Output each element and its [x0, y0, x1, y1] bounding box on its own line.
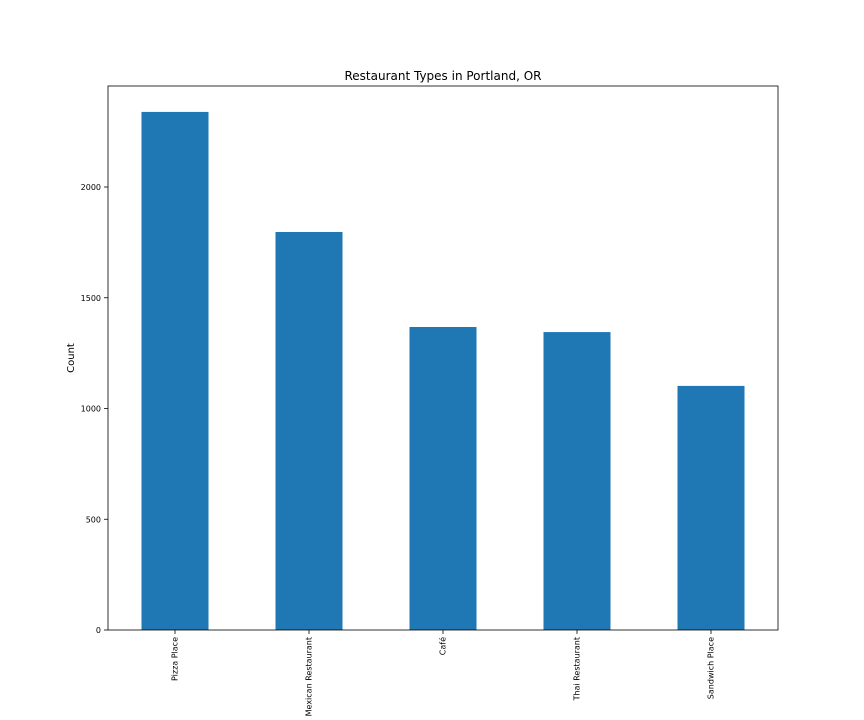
chart-title: Restaurant Types in Portland, OR — [344, 69, 541, 83]
x-tick-label: Pizza Place — [171, 637, 180, 681]
plot-frame — [107, 85, 779, 631]
bar — [677, 385, 745, 630]
bar — [409, 326, 477, 630]
y-tick-label: 1000 — [81, 405, 101, 414]
y-tick-label: 500 — [86, 515, 101, 524]
bar — [543, 332, 611, 630]
x-tick-label: Sandwich Place — [707, 637, 716, 699]
x-tick-label: Thai Restaurant — [573, 637, 582, 701]
y-tick-label: 0 — [96, 626, 101, 635]
x-tick-label: Café — [438, 637, 448, 655]
y-tick-label: 2000 — [81, 183, 101, 192]
bar — [141, 111, 209, 631]
y-tick-label: 1500 — [81, 294, 101, 303]
bar — [275, 231, 343, 631]
x-tick-label: Mexican Restaurant — [305, 637, 314, 716]
y-axis-label: Count — [66, 343, 77, 373]
